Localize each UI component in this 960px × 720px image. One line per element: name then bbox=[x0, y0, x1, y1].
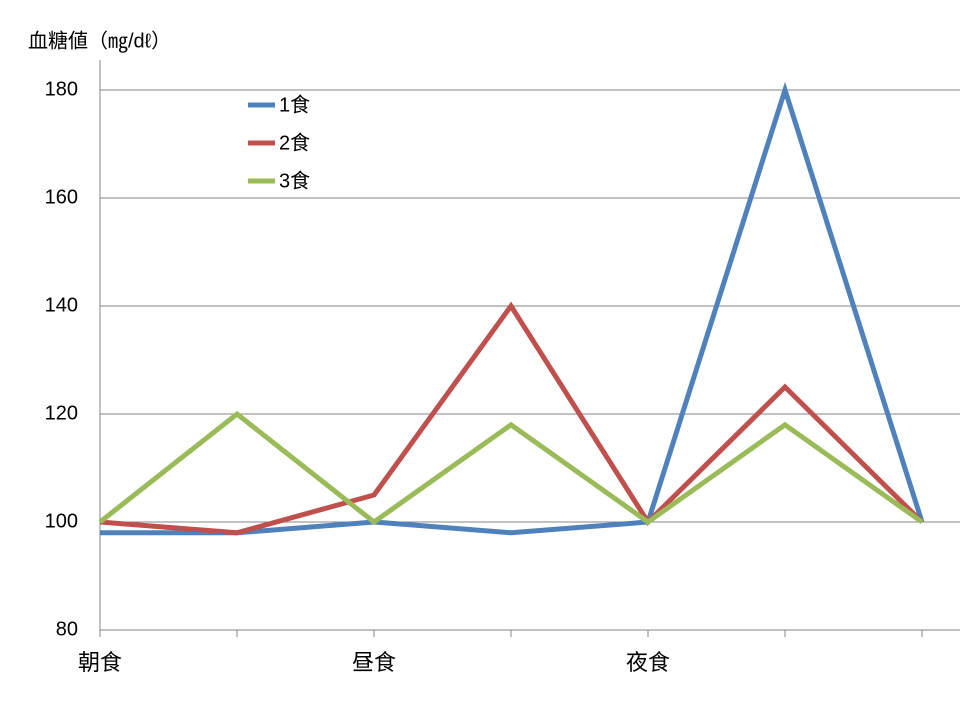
line-series bbox=[98, 410, 924, 526]
line-series bbox=[100, 81, 925, 536]
legend-label: 1食 bbox=[279, 93, 310, 116]
y-tick-label: 80 bbox=[56, 618, 78, 640]
x-tick-label: 昼食 bbox=[352, 650, 396, 675]
line-series bbox=[99, 301, 924, 536]
legend-label: 3食 bbox=[279, 169, 310, 192]
y-tick-label: 180 bbox=[45, 78, 78, 100]
y-axis-title: 血糖値（㎎/dℓ） bbox=[28, 29, 171, 52]
x-tick-label: 夜食 bbox=[626, 650, 670, 675]
y-tick-label: 160 bbox=[45, 186, 78, 208]
y-tick-label: 120 bbox=[45, 402, 78, 424]
y-tick-label: 100 bbox=[45, 510, 78, 532]
y-tick-label: 140 bbox=[45, 294, 78, 316]
legend-label: 2食 bbox=[279, 131, 310, 154]
x-tick-label: 朝食 bbox=[78, 650, 122, 675]
